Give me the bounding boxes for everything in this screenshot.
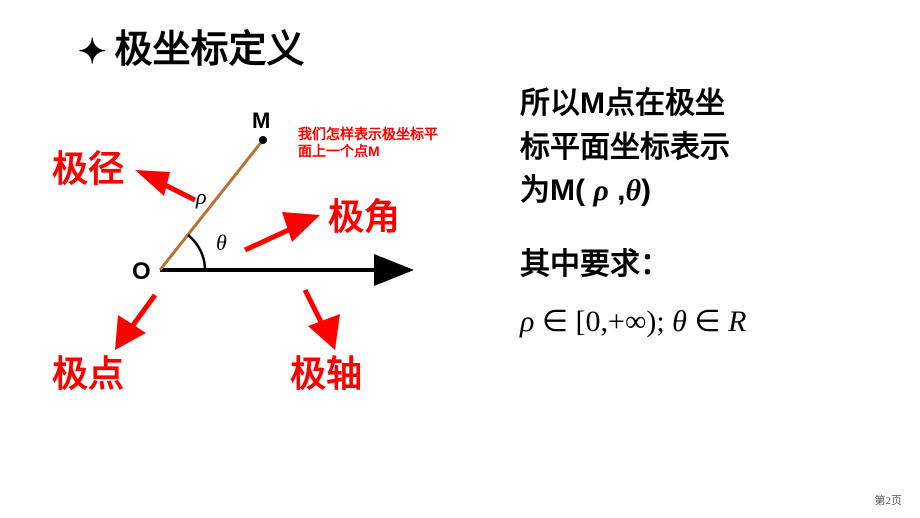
- para1-line1: 所以M点在极坐: [520, 82, 880, 126]
- para2: 其中要求：: [520, 243, 880, 287]
- para1-l3-rho: ρ: [593, 174, 608, 207]
- para1-line2: 标平面坐标表示: [520, 126, 880, 170]
- label-O: O: [132, 258, 151, 286]
- label-pole: 极点: [52, 345, 124, 397]
- para1-l3-theta: θ: [625, 174, 641, 207]
- title-text: 极坐标定义: [115, 29, 305, 71]
- angle-arc: [188, 235, 205, 270]
- para1-line3: 为M( ρ ,θ): [520, 169, 880, 213]
- arrow-to-pole: [115, 295, 155, 350]
- label-axis: 极轴: [290, 345, 362, 397]
- label-M: M: [252, 108, 270, 134]
- diagram-note: 我们怎样表示极坐标平 面上一个点M: [298, 126, 468, 160]
- para1-l3-post: ): [641, 174, 651, 207]
- para1-l3-sep: ,: [609, 174, 626, 207]
- polar-diagram: 极径 极角 极点 极轴 我们怎样表示极坐标平 面上一个点M M O ρ θ: [60, 100, 500, 400]
- math-domain: ρ ∈ [0,+∞); θ ∈ R: [520, 304, 880, 339]
- symbol-rho: ρ: [196, 184, 207, 210]
- arrow-to-axis: [305, 290, 340, 350]
- label-radius: 极径: [52, 140, 124, 192]
- bullet-icon: ✦: [78, 32, 107, 72]
- right-column: 所以M点在极坐 标平面坐标表示 为M( ρ ,θ) 其中要求： ρ ∈ [0,+…: [520, 82, 880, 339]
- arrow-to-radius: [135, 170, 195, 200]
- slide-title: ✦极坐标定义: [78, 18, 305, 73]
- arrow-to-angle: [245, 212, 320, 250]
- point-m: [259, 136, 267, 144]
- para1-l3-pre: 为M(: [520, 174, 593, 207]
- page-number: 第2页: [875, 492, 903, 508]
- label-angle: 极角: [328, 188, 400, 240]
- symbol-theta: θ: [216, 230, 227, 256]
